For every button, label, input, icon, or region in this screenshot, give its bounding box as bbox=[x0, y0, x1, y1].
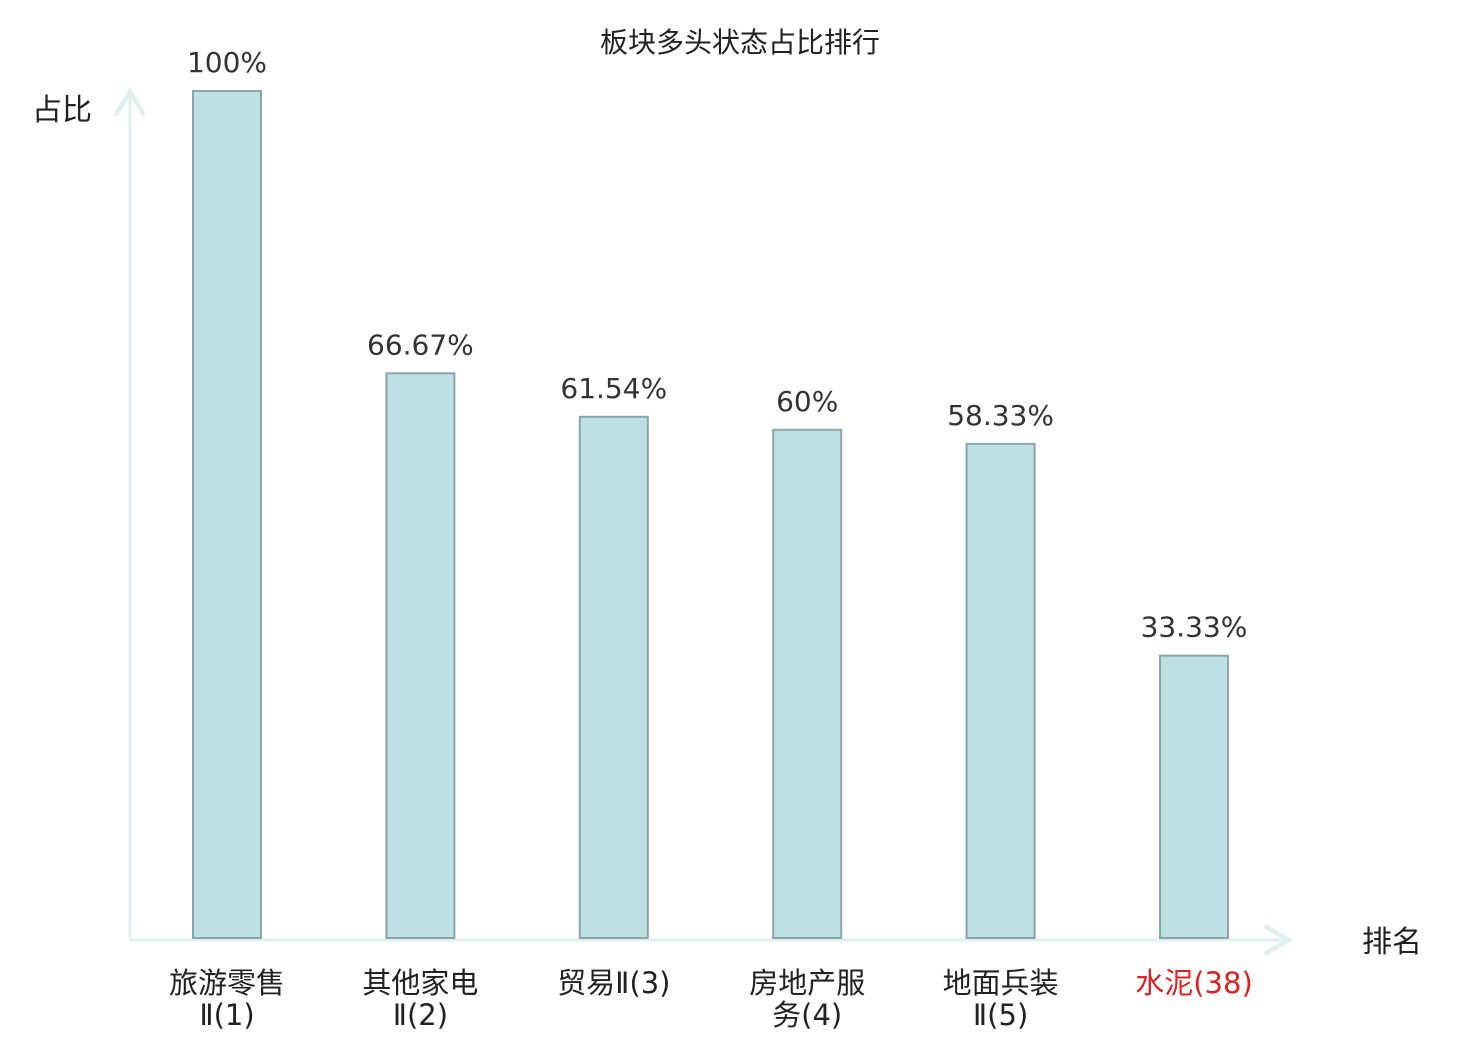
category-label-line: 水泥(38) bbox=[1135, 966, 1253, 1000]
value-label-5: 58.33% bbox=[947, 399, 1054, 432]
category-label-1: 旅游零售 Ⅱ(1) bbox=[169, 966, 285, 1032]
value-label-1: 100% bbox=[187, 46, 267, 79]
category-label-5: 地面兵装 Ⅱ(5) bbox=[943, 966, 1059, 1032]
category-label-line: 地面兵装 bbox=[943, 966, 1059, 1000]
category-label-line: Ⅱ(1) bbox=[199, 998, 254, 1032]
chart-title: 板块多头状态占比排行 bbox=[600, 26, 880, 59]
category-label-line: Ⅱ(2) bbox=[393, 998, 448, 1032]
x-axis-label: 排名 bbox=[1362, 925, 1422, 960]
bar-1 bbox=[192, 90, 262, 939]
bar-6 bbox=[1159, 654, 1229, 939]
category-label-4: 房地产服务(4) bbox=[749, 966, 865, 1032]
bar-5 bbox=[965, 442, 1036, 939]
category-label-3: 贸易Ⅱ(3) bbox=[557, 966, 670, 1000]
value-label-4: 60% bbox=[776, 385, 838, 418]
category-label-line: 贸易Ⅱ(3) bbox=[557, 966, 670, 1000]
y-axis-label: 占比 bbox=[32, 93, 92, 128]
category-label-line: 房地产服 bbox=[749, 966, 865, 1000]
value-labels-group: 100% 66.67% 61.54% 60% 58.33% 33.33% bbox=[187, 46, 1247, 644]
value-label-3: 61.54% bbox=[560, 372, 667, 405]
category-label-line: 其他家电 bbox=[362, 966, 478, 1000]
bar-2 bbox=[385, 372, 456, 939]
category-label-line: 旅游零售 bbox=[169, 966, 285, 1000]
value-label-2: 66.67% bbox=[367, 328, 474, 361]
category-labels-group: 旅游零售 Ⅱ(1) 其他家电 Ⅱ(2) 贸易Ⅱ(3) 房地产服务(4) 地面兵装 Ⅱ(5) 水泥… bbox=[169, 966, 1253, 1032]
bar-4 bbox=[772, 428, 843, 939]
category-label-line: Ⅱ(5) bbox=[973, 998, 1028, 1032]
bar-3 bbox=[578, 415, 649, 939]
category-label-6: 水泥(38) bbox=[1135, 966, 1253, 1000]
category-label-line: 务(4) bbox=[772, 998, 842, 1032]
value-label-6: 33.33% bbox=[1141, 611, 1248, 644]
category-label-2: 其他家电 Ⅱ(2) bbox=[362, 966, 478, 1032]
bars-group bbox=[192, 90, 1229, 939]
